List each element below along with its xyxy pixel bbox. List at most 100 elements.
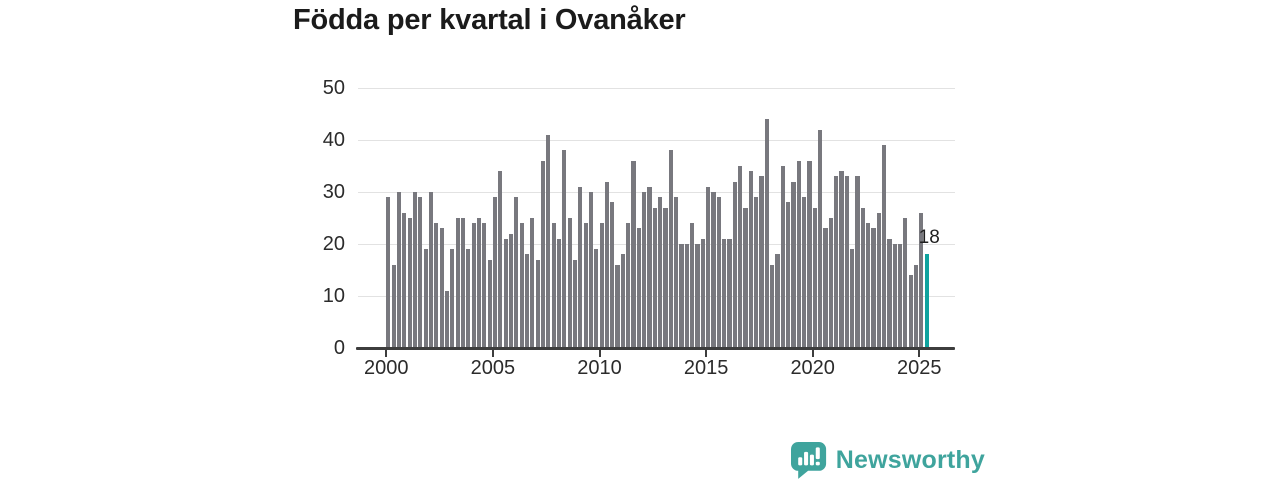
- bar-2008-q4: [572, 259, 578, 348]
- axis-tick-2025: [918, 350, 921, 357]
- bar-2016-q4: [743, 207, 748, 348]
- x-axis-line: [356, 347, 955, 350]
- y-axis-label-50: 50: [322, 77, 345, 99]
- bar-2006-q1: [514, 197, 519, 348]
- bar-2019-q2: [796, 160, 801, 348]
- bar-2006-q3: [524, 254, 530, 348]
- bar-2006-q4: [530, 218, 535, 348]
- bar-2001-q3: [418, 197, 423, 348]
- bar-2022-q4: [871, 228, 876, 348]
- axis-tick-2020: [811, 350, 814, 357]
- bar-2003-q4: [466, 249, 471, 348]
- bar-2024-q2: [903, 218, 908, 348]
- bar-2000-q3: [396, 192, 402, 348]
- bar-2021-q2: [839, 171, 844, 348]
- bar-2008-q2: [562, 150, 567, 348]
- bar-2011-q2: [626, 223, 631, 348]
- bar-2007-q2: [540, 160, 546, 348]
- bar-2013-q4: [679, 244, 684, 348]
- bar-2012-q1: [642, 192, 647, 348]
- bar-2009-q4: [594, 249, 599, 348]
- bar-2017-q2: [754, 197, 759, 348]
- bar-2008-q3: [567, 218, 572, 348]
- bar-2023-q2: [881, 145, 887, 348]
- newsworthy-logo-icon: [790, 441, 826, 479]
- bar-2010-q4: [615, 264, 620, 348]
- bar-2020-q1: [812, 207, 817, 348]
- y-axis-label-0: 0: [333, 337, 345, 359]
- bar-2001-q2: [412, 192, 418, 348]
- bar-2022-q1: [855, 176, 860, 348]
- last-value-annotation: 18: [918, 227, 940, 249]
- newsworthy-logo-text: Newsworthy: [835, 445, 985, 474]
- axis-tick-2010: [598, 350, 601, 357]
- bar-2000-q2: [391, 264, 396, 348]
- bar-2012-q4: [658, 197, 663, 348]
- bar-2003-q2: [455, 218, 460, 348]
- bar-2018-q3: [780, 166, 785, 348]
- bar-2002-q4: [444, 290, 450, 348]
- bar-2021-q1: [834, 176, 839, 348]
- bar-2000-q4: [402, 212, 407, 348]
- x-axis-label-2025: 2025: [897, 357, 942, 379]
- bar-2025-q1: [919, 212, 924, 348]
- bar-2023-q1: [876, 212, 881, 348]
- bar-2020-q3: [823, 228, 828, 348]
- bar-2007-q1: [535, 259, 540, 348]
- newsworthy-logo: Newsworthy: [790, 440, 985, 480]
- bar-2018-q1: [770, 264, 775, 348]
- axis-tick-2005: [491, 350, 494, 357]
- bar-2004-q1: [471, 223, 476, 348]
- gridline-30: [358, 192, 955, 193]
- y-axis-label-40: 40: [322, 129, 345, 151]
- bar-2010-q1: [599, 223, 604, 348]
- bar-2021-q3: [844, 176, 849, 348]
- bar-2019-q1: [791, 181, 796, 348]
- bar-2002-q1: [428, 192, 434, 348]
- bar-2005-q4: [508, 233, 514, 348]
- bar-2006-q2: [519, 223, 524, 348]
- bar-2019-q4: [807, 160, 812, 348]
- bar-2024-q4: [913, 264, 919, 348]
- bar-2005-q3: [503, 238, 508, 348]
- bar-2016-q2: [732, 181, 737, 348]
- x-axis-label-2000: 2000: [364, 357, 409, 379]
- bar-2004-q4: [487, 259, 492, 348]
- y-axis-label-20: 20: [322, 233, 345, 255]
- bar-2014-q3: [695, 244, 700, 348]
- axis-tick-2015: [705, 350, 708, 357]
- bar-2013-q2: [668, 150, 673, 348]
- bar-2007-q4: [551, 223, 556, 348]
- bar-2020-q2: [818, 129, 823, 348]
- bar-2017-q3: [759, 176, 764, 348]
- bar-2015-q1: [706, 186, 711, 348]
- bar-2012-q3: [652, 207, 657, 348]
- gridline-50: [358, 88, 955, 89]
- bar-2018-q2: [775, 254, 780, 348]
- bar-2016-q1: [727, 238, 732, 348]
- bar-2023-q3: [887, 238, 892, 348]
- bar-2011-q1: [620, 254, 625, 348]
- bar-2017-q4: [764, 119, 769, 348]
- bar-2015-q2: [711, 192, 716, 348]
- bar-2011-q4: [636, 228, 641, 348]
- bar-2004-q3: [482, 223, 487, 348]
- bar-2013-q1: [663, 207, 668, 348]
- bar-2015-q4: [722, 238, 727, 348]
- bar-2018-q4: [786, 202, 791, 348]
- bar-2015-q3: [716, 197, 721, 348]
- x-axis-label-2010: 2010: [577, 357, 622, 379]
- gridline-40: [358, 140, 955, 141]
- bar-2019-q3: [802, 197, 807, 348]
- bar-2004-q2: [476, 218, 482, 348]
- bar-2011-q3: [631, 160, 636, 348]
- bar-2017-q1: [748, 171, 753, 348]
- bar-2009-q2: [583, 223, 588, 348]
- bar-2003-q3: [460, 218, 466, 348]
- bar-2022-q2: [860, 207, 865, 348]
- bar-2010-q2: [604, 181, 610, 348]
- bar-2025-q2: [924, 254, 929, 348]
- bar-2008-q1: [556, 238, 562, 348]
